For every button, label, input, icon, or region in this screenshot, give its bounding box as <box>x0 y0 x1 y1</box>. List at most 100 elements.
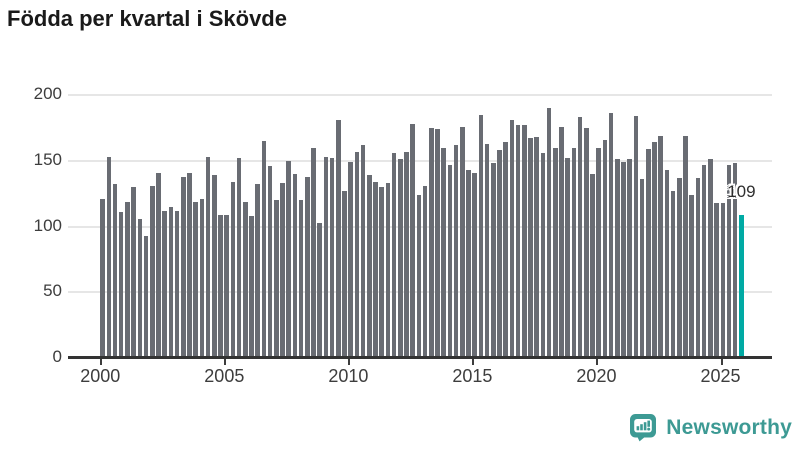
bar <box>670 191 676 358</box>
bar <box>484 143 490 358</box>
bar <box>503 142 509 358</box>
page-title: Födda per kvartal i Skövde <box>7 6 287 31</box>
bar <box>608 113 614 358</box>
bar <box>652 142 657 358</box>
x-tick-label-2025: 2025 <box>700 366 741 386</box>
bar <box>236 158 242 358</box>
bar <box>478 114 484 358</box>
bar <box>577 117 583 358</box>
bar <box>348 162 353 358</box>
x-tick-2000 <box>100 359 103 365</box>
bar <box>360 144 366 358</box>
bar <box>584 127 589 358</box>
bar <box>553 147 558 358</box>
bar <box>131 187 136 358</box>
bar <box>633 116 639 358</box>
bar <box>335 120 341 358</box>
bar <box>546 108 552 358</box>
bar <box>366 175 372 358</box>
x-tick-label-2000: 2000 <box>80 366 121 386</box>
bar <box>205 156 211 358</box>
bar <box>683 135 688 358</box>
bar <box>404 151 409 358</box>
plot-area: 109 <box>68 94 772 358</box>
bar <box>317 222 322 358</box>
bar <box>329 158 335 358</box>
bar <box>664 169 670 358</box>
gridline-150 <box>68 159 772 162</box>
x-tick-2010 <box>348 359 351 365</box>
bar <box>453 144 459 358</box>
bar <box>472 172 477 358</box>
latest-value-label: 109 <box>727 181 756 201</box>
bar <box>193 201 198 358</box>
bar <box>689 194 695 358</box>
bar <box>211 175 217 358</box>
bar <box>528 138 533 358</box>
bar <box>373 181 378 358</box>
bar <box>255 184 260 358</box>
x-tick-2005 <box>224 359 227 365</box>
bar <box>695 177 701 358</box>
bar <box>540 152 546 358</box>
bar <box>714 202 719 358</box>
bar <box>342 191 347 358</box>
bar <box>286 160 291 358</box>
bar <box>708 159 713 358</box>
bar <box>224 214 229 358</box>
bar <box>311 147 316 358</box>
x-tick-label-2005: 2005 <box>204 366 245 386</box>
bar <box>323 156 329 358</box>
newsworthy-wordmark: Newsworthy <box>666 415 792 439</box>
y-tick-label-100: 100 <box>33 215 62 235</box>
x-axis-line <box>68 356 772 359</box>
bar <box>509 120 515 358</box>
bar <box>267 166 273 358</box>
bar <box>242 201 248 358</box>
bar <box>565 158 571 358</box>
bar <box>639 179 645 358</box>
bar <box>187 172 192 358</box>
bar <box>106 156 112 358</box>
bar <box>162 210 167 358</box>
bar <box>261 141 267 358</box>
bar <box>422 185 428 358</box>
bar <box>646 148 651 358</box>
x-tick-2020 <box>596 359 599 365</box>
bar <box>143 235 149 358</box>
x-tick-label-2010: 2010 <box>328 366 369 386</box>
x-tick-label-2015: 2015 <box>452 366 493 386</box>
bar <box>447 164 453 358</box>
bar <box>397 159 403 358</box>
bar <box>149 185 155 358</box>
x-tick-2015 <box>472 359 475 365</box>
bar <box>249 215 254 358</box>
newsworthy-bubble-chart-icon <box>629 413 657 442</box>
bar <box>354 151 360 358</box>
bar <box>292 173 298 358</box>
bar <box>218 214 223 358</box>
bar <box>435 129 440 358</box>
bar <box>441 147 446 358</box>
y-tick-label-50: 50 <box>43 281 62 301</box>
bar <box>156 172 161 358</box>
bar <box>515 125 521 358</box>
bar <box>466 169 471 358</box>
bar <box>180 176 186 358</box>
gridline-200 <box>68 94 772 96</box>
bar <box>615 159 620 358</box>
bar <box>118 212 124 358</box>
bar <box>410 123 415 358</box>
bar <box>590 173 595 358</box>
bar <box>168 206 174 358</box>
newsworthy-logo[interactable]: Newsworthy <box>629 413 792 442</box>
bar <box>112 184 118 358</box>
y-tick-label-0: 0 <box>52 347 62 366</box>
bar <box>199 198 205 358</box>
x-tick-2025 <box>720 359 723 365</box>
bar <box>621 162 626 358</box>
y-tick-label-200: 200 <box>33 84 62 103</box>
bar <box>273 200 279 358</box>
bar <box>677 177 682 358</box>
bar <box>391 152 397 358</box>
